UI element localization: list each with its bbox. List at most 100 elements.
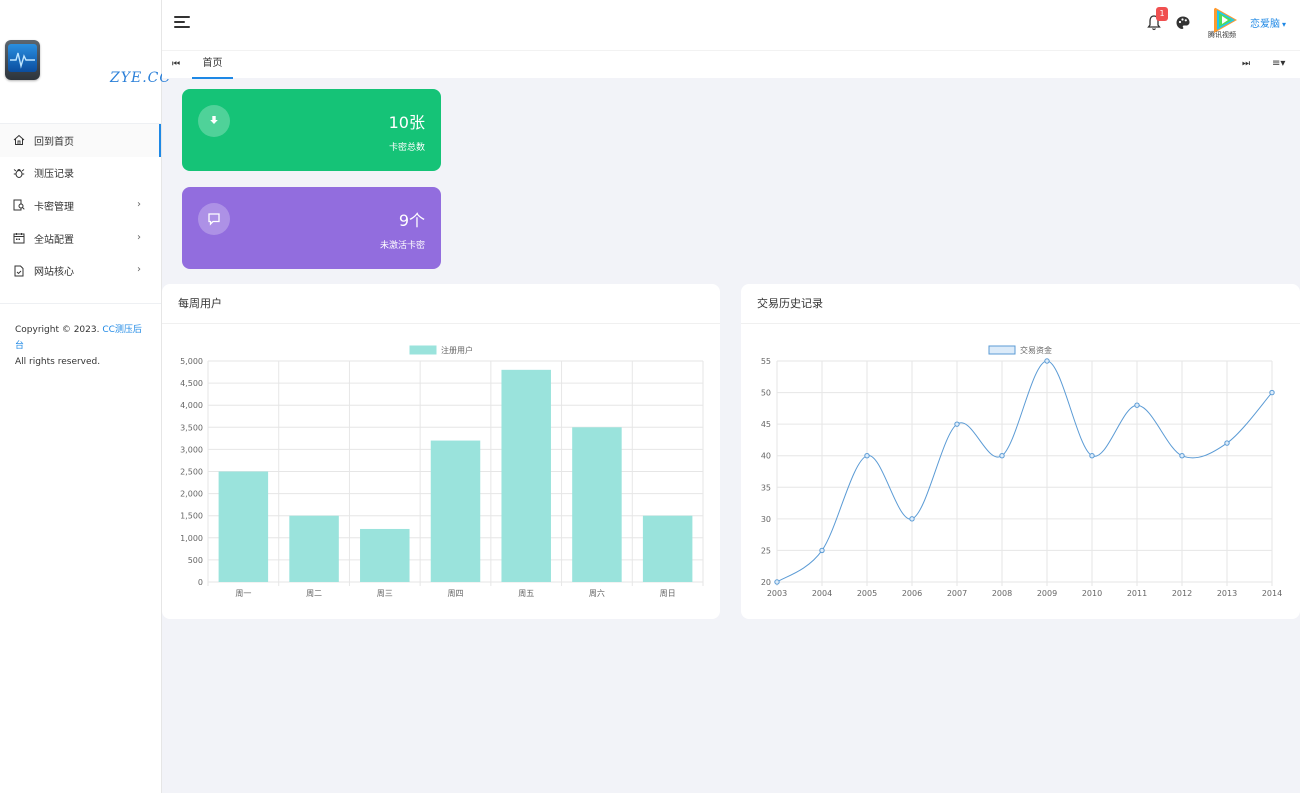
copyright-text: Copyright © 2023. [15,324,103,335]
series-line [776,360,1273,583]
y-tick-label: 500 [188,556,203,565]
x-tick-label: 周二 [306,589,322,598]
y-tick-label: 4,000 [180,401,203,410]
calendar-icon [13,232,25,244]
x-tick-label: 周五 [518,589,534,598]
logo-area: ZYE.CC [0,0,170,124]
bar [360,528,410,582]
file-icon [13,265,25,277]
copyright-rights: All rights reserved. [15,356,101,367]
trade-history-line-chart: 交易资金 20 25 30 35 40 45 50 55 2003 2004 2005 2006 2007… [761,345,1282,598]
user-menu[interactable]: 恋爱脑 ▾ [1250,15,1286,30]
x-tick-label: 2010 [1082,589,1102,598]
data-point [1269,389,1275,396]
y-tick-label: 40 [761,452,771,461]
weekly-users-bar-chart: 注册用户 0 500 1,000 1,500 2,000 2,500 3,000 3,500 4,… [180,345,704,598]
sidebar-item-card-management[interactable]: 卡密管理 › [0,189,161,222]
x-tick-label: 2007 [947,589,967,598]
x-tick-label: 周日 [660,589,676,598]
data-point [1179,453,1185,459]
sidebar: ZYE.CC 回到首页 测压记录 卡密管理 › 全站配置 › [0,0,170,793]
legend-label: 交易资金 [1020,345,1052,355]
bug-icon [13,167,25,179]
sidebar-item-label: 回到首页 [34,136,74,148]
data-point [819,547,825,554]
tab-scroll-right-icon[interactable]: ⏭ [1242,59,1251,69]
card-title: 交易历史记录 [741,284,1300,324]
stat-label: 卡密总数 [388,143,425,153]
x-tick-label: 2003 [767,589,787,598]
y-tick-label: 3,000 [180,445,203,454]
card-title: 每周用户 [162,284,720,324]
x-tick-label: 2014 [1262,589,1282,598]
y-tick-label: 1,000 [180,534,203,543]
bar [501,369,551,582]
legend-swatch [409,345,437,355]
data-point [1134,402,1140,408]
x-tick-label: 2005 [857,589,877,598]
home-icon [13,134,25,146]
data-point [954,421,960,427]
username-label: 恋爱脑 [1250,19,1280,30]
tab-home[interactable]: 首页 [192,51,233,79]
tab-scroll-left-icon[interactable]: ⏮ [172,59,181,69]
x-tick-label: 2008 [992,589,1012,598]
sidebar-item-test-records[interactable]: 测压记录 [0,157,161,190]
trade-history-card: 交易历史记录 交易资金 20 25 30 35 40 45 50 55 2003 2004 2005 2… [741,284,1300,619]
copyright-link[interactable]: CC测压后台 [15,324,142,351]
sidebar-item-site-config[interactable]: 全站配置 › [0,222,161,255]
y-tick-label: 5,000 [180,357,203,366]
y-tick-label: 50 [761,389,771,398]
notification-badge: 1 [1156,7,1168,21]
x-tick-label: 2011 [1127,589,1147,598]
sidebar-item-label: 卡密管理 [34,201,74,213]
y-tick-label: 30 [761,515,771,524]
y-tick-label: 2,000 [180,490,203,499]
menu-toggle-icon[interactable] [174,16,190,30]
legend-label: 注册用户 [441,345,473,355]
y-tick-label: 35 [761,483,771,492]
sidebar-item-home[interactable]: 回到首页 [0,124,161,157]
stat-value: 9个 [398,211,425,230]
x-tick-label: 周一 [235,589,251,598]
stat-card-inactive-cards: 9个 未激活卡密 [182,187,441,269]
x-tick-label: 2006 [902,589,922,598]
data-point [774,579,780,585]
top-header: 1 腾讯视频 恋爱脑 ▾ [162,0,1300,50]
y-tick-label: 3,500 [180,423,203,432]
avatar[interactable] [1209,4,1241,40]
bar [218,471,269,582]
y-tick-label: 1,500 [180,512,203,521]
weekly-users-card: 每周用户 注册用户 0 500 1,000 1,500 2,000 2,500 3,000 3,… [162,284,720,619]
bar [572,427,622,582]
y-tick-label: 55 [761,357,771,366]
x-tick-label: 2009 [1037,589,1057,598]
y-tick-label: 2,500 [180,468,203,477]
logo-text: ZYE.CC [110,70,172,86]
y-tick-label: 0 [198,578,203,587]
chevron-right-icon: › [137,199,141,211]
sidebar-item-site-core[interactable]: 网站核心 › [0,254,161,287]
stat-value: 10张 [388,113,425,132]
x-tick-label: 周六 [589,588,605,598]
sidebar-item-label: 测压记录 [34,169,74,181]
x-tick-label: 2012 [1172,589,1192,598]
logo-monitor-icon [5,40,40,80]
stat-card-total-cards: 10张 卡密总数 [182,89,441,171]
comment-icon [198,203,230,235]
x-tick-label: 周四 [448,589,464,598]
caret-down-icon: ▾ [1282,20,1287,29]
bar [289,515,339,582]
sidebar-nav: 回到首页 测压记录 卡密管理 › 全站配置 › 网站核心 [0,124,161,287]
palette-icon[interactable] [1175,15,1191,31]
chevron-right-icon: › [137,264,141,276]
copyright: Copyright © 2023. CC测压后台 All rights rese… [0,304,161,388]
bar [430,440,481,582]
data-point [1044,358,1050,364]
tab-menu-dropdown[interactable]: ≡▾ [1272,58,1286,69]
bar [642,515,693,582]
download-icon [198,105,230,137]
y-tick-label: 4,500 [180,379,203,388]
y-tick-label: 45 [761,420,771,429]
sidebar-item-label: 全站配置 [34,234,74,246]
